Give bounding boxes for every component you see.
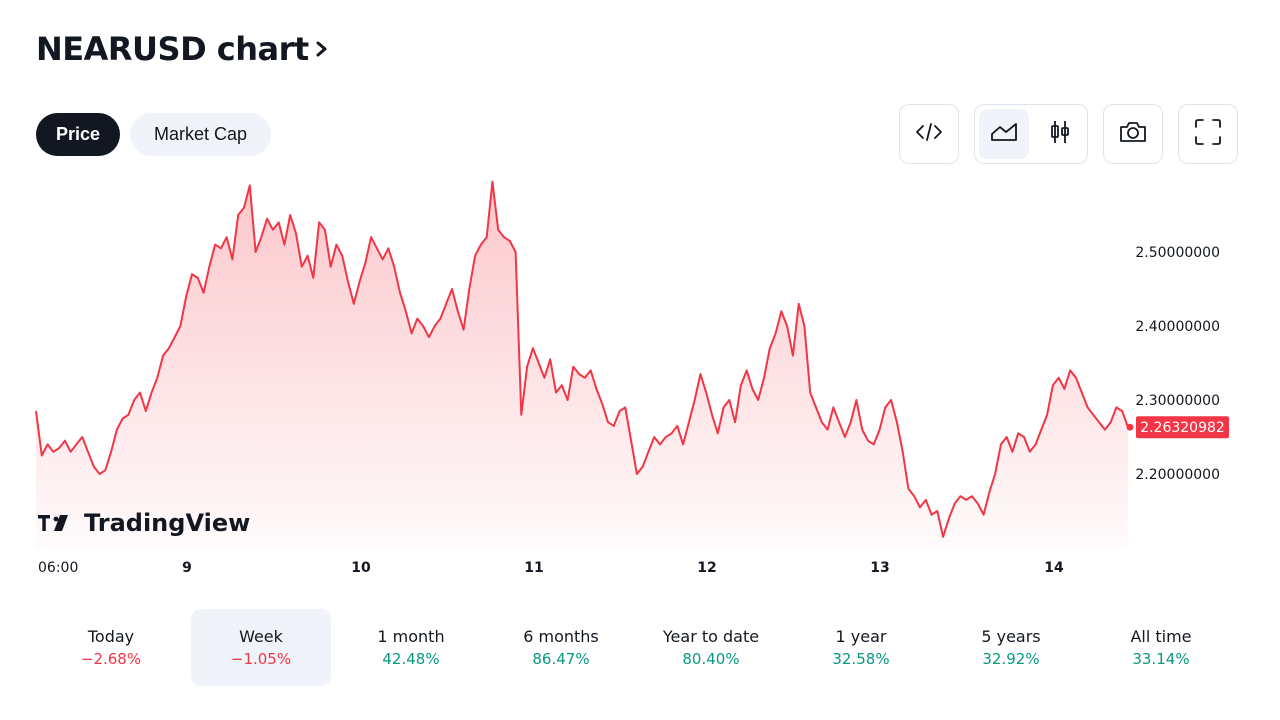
- fullscreen-icon: [1194, 118, 1222, 151]
- camera-icon: [1118, 119, 1148, 150]
- period-label: 1 year: [835, 626, 887, 646]
- x-tick-label: 06:00: [38, 560, 78, 576]
- period-label: All time: [1130, 626, 1192, 646]
- period-1-year[interactable]: 1 year 32.58%: [791, 609, 931, 686]
- period-change: 32.58%: [832, 649, 890, 668]
- x-tick-label: 12: [697, 560, 716, 576]
- period-label: Today: [87, 626, 135, 646]
- period-label: Week: [239, 626, 283, 646]
- period-5-years[interactable]: 5 years 32.92%: [941, 609, 1081, 686]
- x-tick-label: 14: [1044, 560, 1064, 576]
- x-tick-label: 10: [351, 560, 371, 576]
- price-chart[interactable]: 2.50000000 2.40000000 2.30000000 2.20000000…: [0, 170, 1280, 590]
- period-label: 1 month: [377, 626, 445, 646]
- page-title[interactable]: NEARUSD chart: [36, 30, 329, 68]
- candle-style-button[interactable]: [1035, 109, 1085, 159]
- tab-price-label: Price: [55, 124, 101, 144]
- period-today[interactable]: Today −2.68%: [41, 609, 181, 686]
- y-tick-label: 2.40000000: [1135, 319, 1220, 335]
- last-price-dot: [1126, 423, 1134, 431]
- period-change: 33.14%: [1132, 649, 1190, 668]
- y-tick-label: 2.20000000: [1135, 467, 1220, 483]
- tab-market-cap[interactable]: Market Cap: [130, 113, 271, 156]
- period-all-time[interactable]: All time 33.14%: [1091, 609, 1231, 686]
- snapshot-button[interactable]: [1103, 104, 1163, 164]
- period-change: −2.68%: [80, 649, 142, 668]
- tab-price[interactable]: Price: [36, 113, 120, 156]
- embed-code-icon: [915, 120, 943, 149]
- period-year-to-date[interactable]: Year to date 80.40%: [641, 609, 781, 686]
- y-tick-label: 2.50000000: [1135, 245, 1220, 261]
- tradingview-logo: TradingView: [38, 509, 250, 537]
- tradingview-wordmark: TradingView: [84, 509, 250, 537]
- tab-market-cap-label: Market Cap: [153, 124, 248, 144]
- price-line-path: [35, 180, 1129, 538]
- y-axis: 2.50000000 2.40000000 2.30000000 2.20000000: [1135, 245, 1220, 483]
- last-price-marker: 2.26320982: [1126, 416, 1229, 439]
- x-axis: 06:00 9 10 11 12 13 14: [38, 560, 1064, 576]
- period-change: 86.47%: [532, 649, 590, 668]
- period-label: Year to date: [662, 626, 760, 646]
- period-label: 6 months: [523, 626, 599, 646]
- performance-periods: Today −2.68% Week −1.05% 1 month 42.48% …: [20, 609, 1260, 686]
- chart-series-line: [35, 180, 1129, 538]
- area-chart-icon: [990, 121, 1018, 148]
- last-price-label: 2.26320982: [1140, 420, 1225, 436]
- chart-style-group: [974, 104, 1088, 164]
- period-change: 32.92%: [982, 649, 1040, 668]
- title-text: NEARUSD chart: [36, 30, 309, 68]
- candlestick-icon: [1049, 119, 1071, 150]
- last-price-badge: [1136, 416, 1229, 439]
- area-fill-path: [36, 181, 1128, 548]
- period-change: 80.40%: [682, 649, 740, 668]
- x-tick-label: 9: [182, 560, 192, 576]
- y-tick-label: 2.30000000: [1135, 393, 1220, 409]
- area-style-button[interactable]: [979, 109, 1029, 159]
- period-change: 42.48%: [382, 649, 440, 668]
- period-label: 5 years: [981, 626, 1041, 646]
- chart-area-fill: [36, 181, 1128, 548]
- embed-button[interactable]: [899, 104, 959, 164]
- period-6-months[interactable]: 6 months 86.47%: [491, 609, 631, 686]
- x-tick-label: 11: [524, 560, 543, 576]
- period-1-month[interactable]: 1 month 42.48%: [341, 609, 481, 686]
- period-change: −1.05%: [230, 649, 292, 668]
- period-week[interactable]: Week −1.05%: [191, 609, 331, 686]
- chevron-right-icon: [315, 38, 329, 60]
- x-tick-label: 13: [870, 560, 889, 576]
- fullscreen-button[interactable]: [1178, 104, 1238, 164]
